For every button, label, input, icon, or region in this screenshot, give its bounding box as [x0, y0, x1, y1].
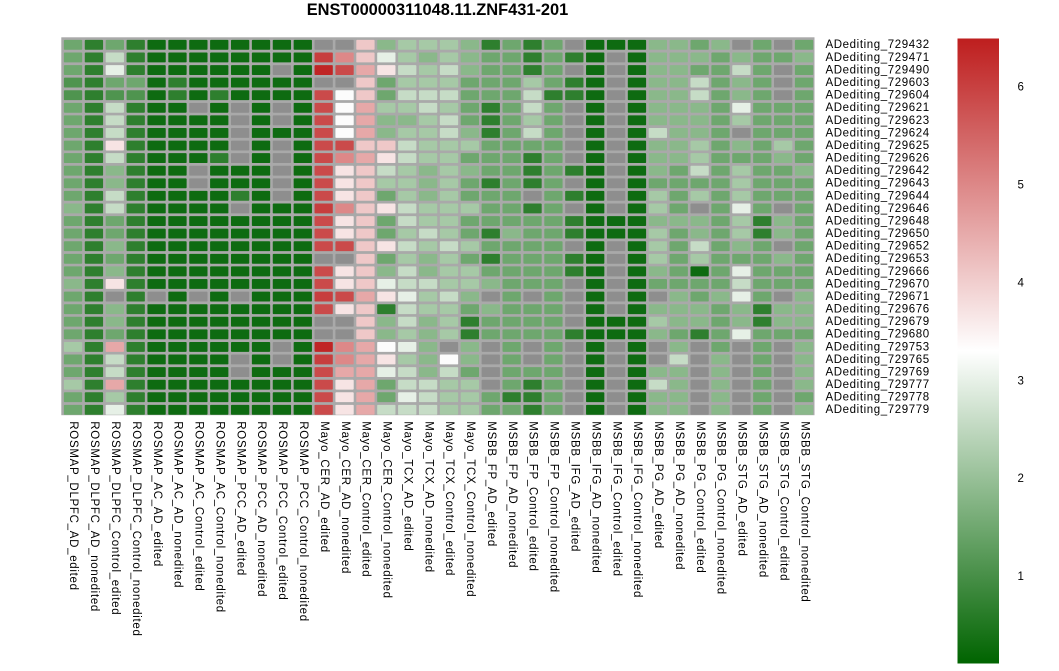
svg-text:MSBB_PG_Control_nonedited: MSBB_PG_Control_nonedited: [715, 421, 727, 595]
svg-text:MSBB_IFG_Control_nonedited: MSBB_IFG_Control_nonedited: [631, 421, 643, 598]
svg-text:Mayo_TCX_Control_edited: Mayo_TCX_Control_edited: [443, 421, 455, 576]
svg-text:MSBB_STG_AD_nonedited: MSBB_STG_AD_nonedited: [756, 421, 768, 578]
svg-text:ROSMAP_PCC_AD_nonedited: ROSMAP_PCC_AD_nonedited: [255, 421, 267, 597]
svg-text:ADediting_729765: ADediting_729765: [826, 354, 930, 366]
svg-text:ADediting_729621: ADediting_729621: [826, 102, 930, 114]
svg-text:ADediting_729646: ADediting_729646: [826, 203, 930, 215]
svg-text:6: 6: [1018, 82, 1024, 94]
svg-text:ADediting_729648: ADediting_729648: [826, 215, 930, 227]
svg-text:ADediting_729471: ADediting_729471: [826, 52, 930, 64]
svg-text:ADediting_729676: ADediting_729676: [826, 304, 930, 316]
svg-text:1: 1: [1018, 571, 1024, 583]
svg-text:ADediting_729643: ADediting_729643: [826, 178, 930, 190]
svg-text:Mayo_CER_Control_edited: Mayo_CER_Control_edited: [360, 421, 372, 577]
svg-text:5: 5: [1018, 180, 1024, 192]
svg-text:MSBB_FP_Control_edited: MSBB_FP_Control_edited: [527, 421, 539, 571]
svg-text:ADediting_729650: ADediting_729650: [826, 228, 930, 240]
svg-text:Mayo_CER_AD_nonedited: Mayo_CER_AD_nonedited: [339, 421, 351, 574]
svg-text:MSBB_STG_Control_nonedited: MSBB_STG_Control_nonedited: [798, 421, 810, 602]
svg-text:ROSMAP_DLPFC_AD_edited: ROSMAP_DLPFC_AD_edited: [67, 421, 79, 590]
svg-text:MSBB_STG_AD_edited: MSBB_STG_AD_edited: [736, 421, 748, 556]
svg-text:ROSMAP_PCC_Control_edited: ROSMAP_PCC_Control_edited: [276, 421, 288, 600]
svg-text:MSBB_PG_Control_edited: MSBB_PG_Control_edited: [694, 421, 706, 573]
svg-text:Mayo_TCX_Control_nonedited: Mayo_TCX_Control_nonedited: [464, 421, 476, 597]
svg-text:MSBB_IFG_AD_nonedited: MSBB_IFG_AD_nonedited: [589, 421, 601, 573]
svg-text:MSBB_PG_AD_edited: MSBB_PG_AD_edited: [652, 421, 664, 549]
svg-text:ADediting_729623: ADediting_729623: [826, 115, 930, 127]
svg-text:Mayo_TCX_AD_nonedited: Mayo_TCX_AD_nonedited: [422, 421, 434, 573]
svg-text:ADediting_729624: ADediting_729624: [826, 127, 930, 139]
svg-text:4: 4: [1018, 277, 1025, 289]
svg-text:MSBB_STG_Control_edited: MSBB_STG_Control_edited: [777, 421, 789, 581]
svg-text:MSBB_IFG_Control_edited: MSBB_IFG_Control_edited: [610, 421, 622, 576]
svg-text:ADediting_729778: ADediting_729778: [826, 392, 930, 404]
svg-text:ADediting_729603: ADediting_729603: [826, 77, 930, 89]
svg-text:ADediting_729604: ADediting_729604: [826, 90, 930, 102]
svg-text:ADediting_729779: ADediting_729779: [826, 404, 930, 416]
svg-text:ADediting_729490: ADediting_729490: [826, 64, 930, 76]
svg-text:ROSMAP_AC_AD_nonedited: ROSMAP_AC_AD_nonedited: [172, 421, 184, 588]
svg-text:ADediting_729625: ADediting_729625: [826, 140, 930, 152]
svg-text:ROSMAP_PCC_AD_edited: ROSMAP_PCC_AD_edited: [234, 421, 246, 576]
svg-text:Mayo_CER_Control_nonedited: Mayo_CER_Control_nonedited: [381, 421, 393, 598]
svg-text:MSBB_PG_AD_nonedited: MSBB_PG_AD_nonedited: [673, 421, 685, 570]
svg-text:ADediting_729652: ADediting_729652: [826, 241, 930, 253]
svg-text:ADediting_729753: ADediting_729753: [826, 341, 930, 353]
svg-text:ADediting_729670: ADediting_729670: [826, 278, 930, 290]
svg-text:ROSMAP_AC_Control_edited: ROSMAP_AC_Control_edited: [193, 421, 205, 591]
svg-text:3: 3: [1018, 375, 1024, 387]
svg-text:Mayo_CER_AD_edited: Mayo_CER_AD_edited: [318, 421, 330, 553]
svg-text:ROSMAP_DLPFC_Control_nonedited: ROSMAP_DLPFC_Control_nonedited: [130, 421, 142, 636]
svg-text:ADediting_729777: ADediting_729777: [826, 379, 930, 391]
svg-text:ADediting_729653: ADediting_729653: [826, 253, 930, 265]
svg-text:MSBB_FP_AD_nonedited: MSBB_FP_AD_nonedited: [506, 421, 518, 568]
svg-text:ADediting_729432: ADediting_729432: [826, 39, 930, 51]
svg-text:ROSMAP_PCC_Control_nonedited: ROSMAP_PCC_Control_nonedited: [297, 421, 309, 622]
svg-text:ADediting_729671: ADediting_729671: [826, 291, 930, 303]
svg-text:ADediting_729679: ADediting_729679: [826, 316, 930, 328]
svg-text:ADediting_729680: ADediting_729680: [826, 329, 930, 341]
svg-text:MSBB_IFG_AD_edited: MSBB_IFG_AD_edited: [569, 421, 581, 552]
svg-text:ADediting_729644: ADediting_729644: [826, 190, 930, 202]
svg-text:ADediting_729666: ADediting_729666: [826, 266, 930, 278]
svg-text:ADediting_729626: ADediting_729626: [826, 153, 930, 165]
svg-text:ROSMAP_DLPFC_Control_edited: ROSMAP_DLPFC_Control_edited: [109, 421, 121, 615]
svg-text:MSBB_FP_Control_nonedited: MSBB_FP_Control_nonedited: [548, 421, 560, 593]
svg-text:ROSMAP_AC_AD_edited: ROSMAP_AC_AD_edited: [151, 421, 163, 567]
svg-text:ADediting_729642: ADediting_729642: [826, 165, 930, 177]
svg-text:MSBB_FP_AD_edited: MSBB_FP_AD_edited: [485, 421, 497, 547]
svg-text:2: 2: [1018, 473, 1024, 485]
svg-text:Mayo_TCX_AD_edited: Mayo_TCX_AD_edited: [401, 421, 413, 551]
svg-text:ADediting_729769: ADediting_729769: [826, 366, 930, 378]
svg-text:ENST00000311048.11.ZNF431-201: ENST00000311048.11.ZNF431-201: [307, 1, 569, 19]
svg-text:ROSMAP_AC_Control_nonedited: ROSMAP_AC_Control_nonedited: [213, 421, 225, 613]
svg-text:ROSMAP_DLPFC_AD_nonedited: ROSMAP_DLPFC_AD_nonedited: [88, 421, 100, 612]
